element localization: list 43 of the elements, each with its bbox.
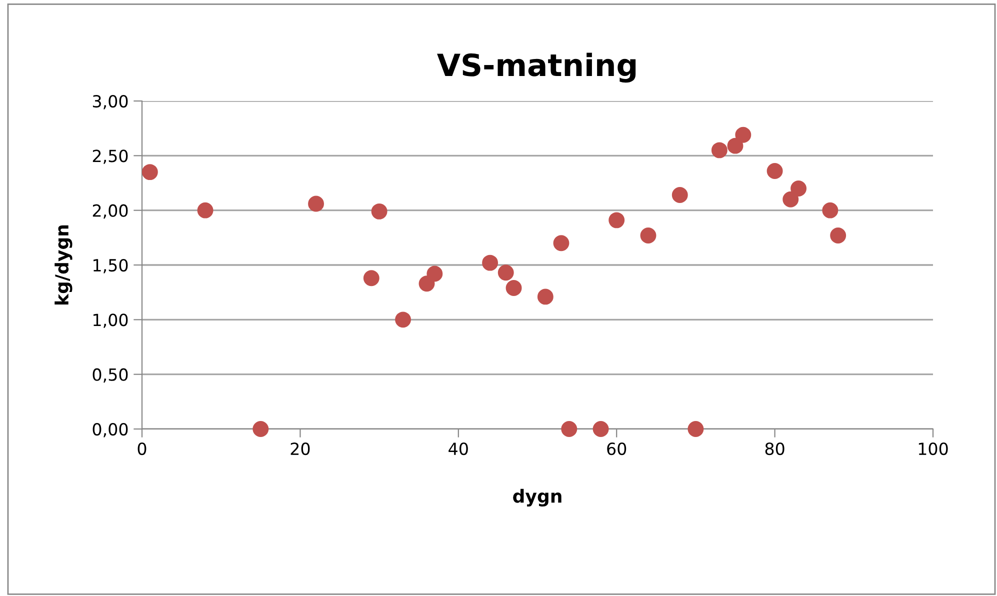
point <box>735 126 752 143</box>
point <box>711 142 728 158</box>
point <box>830 228 846 244</box>
point <box>142 164 158 180</box>
point <box>766 162 783 179</box>
point <box>252 421 269 437</box>
x-tick-label: 100 <box>918 442 948 456</box>
y-axis-title: kg/dygn <box>54 225 72 304</box>
x-tick-label: 20 <box>290 442 310 456</box>
point <box>537 288 554 305</box>
point <box>308 196 324 212</box>
point <box>553 235 570 252</box>
point <box>790 180 807 196</box>
x-axis-title: dygn <box>513 488 562 506</box>
point <box>592 421 609 437</box>
x-tick-label: 40 <box>448 442 468 456</box>
point <box>197 202 214 218</box>
point <box>395 312 412 328</box>
point <box>498 264 514 281</box>
point <box>561 421 578 437</box>
point <box>426 266 443 282</box>
point <box>727 138 744 154</box>
point <box>371 203 388 220</box>
y-tick-label: 1,50 <box>94 258 128 274</box>
point <box>363 270 380 286</box>
point <box>782 191 799 208</box>
x-tick-label: 0 <box>138 442 146 456</box>
y-tick-label: 3,00 <box>92 94 128 110</box>
point <box>506 280 522 296</box>
x-tick-label: 80 <box>765 442 784 456</box>
point <box>822 202 838 218</box>
point <box>672 187 688 204</box>
y-tick-label: 2,00 <box>92 204 128 219</box>
y-tick-label: 1,00 <box>94 314 128 328</box>
x-tick-label: 60 <box>607 442 626 456</box>
y-tick-label: 2,50 <box>92 150 128 164</box>
point <box>640 228 656 244</box>
chart-title: VS-matning <box>437 52 636 83</box>
y-tick-label: 0,00 <box>92 422 128 438</box>
point <box>482 254 498 271</box>
point <box>608 212 625 228</box>
point <box>688 421 704 437</box>
y-tick-label: 0,50 <box>92 368 128 383</box>
